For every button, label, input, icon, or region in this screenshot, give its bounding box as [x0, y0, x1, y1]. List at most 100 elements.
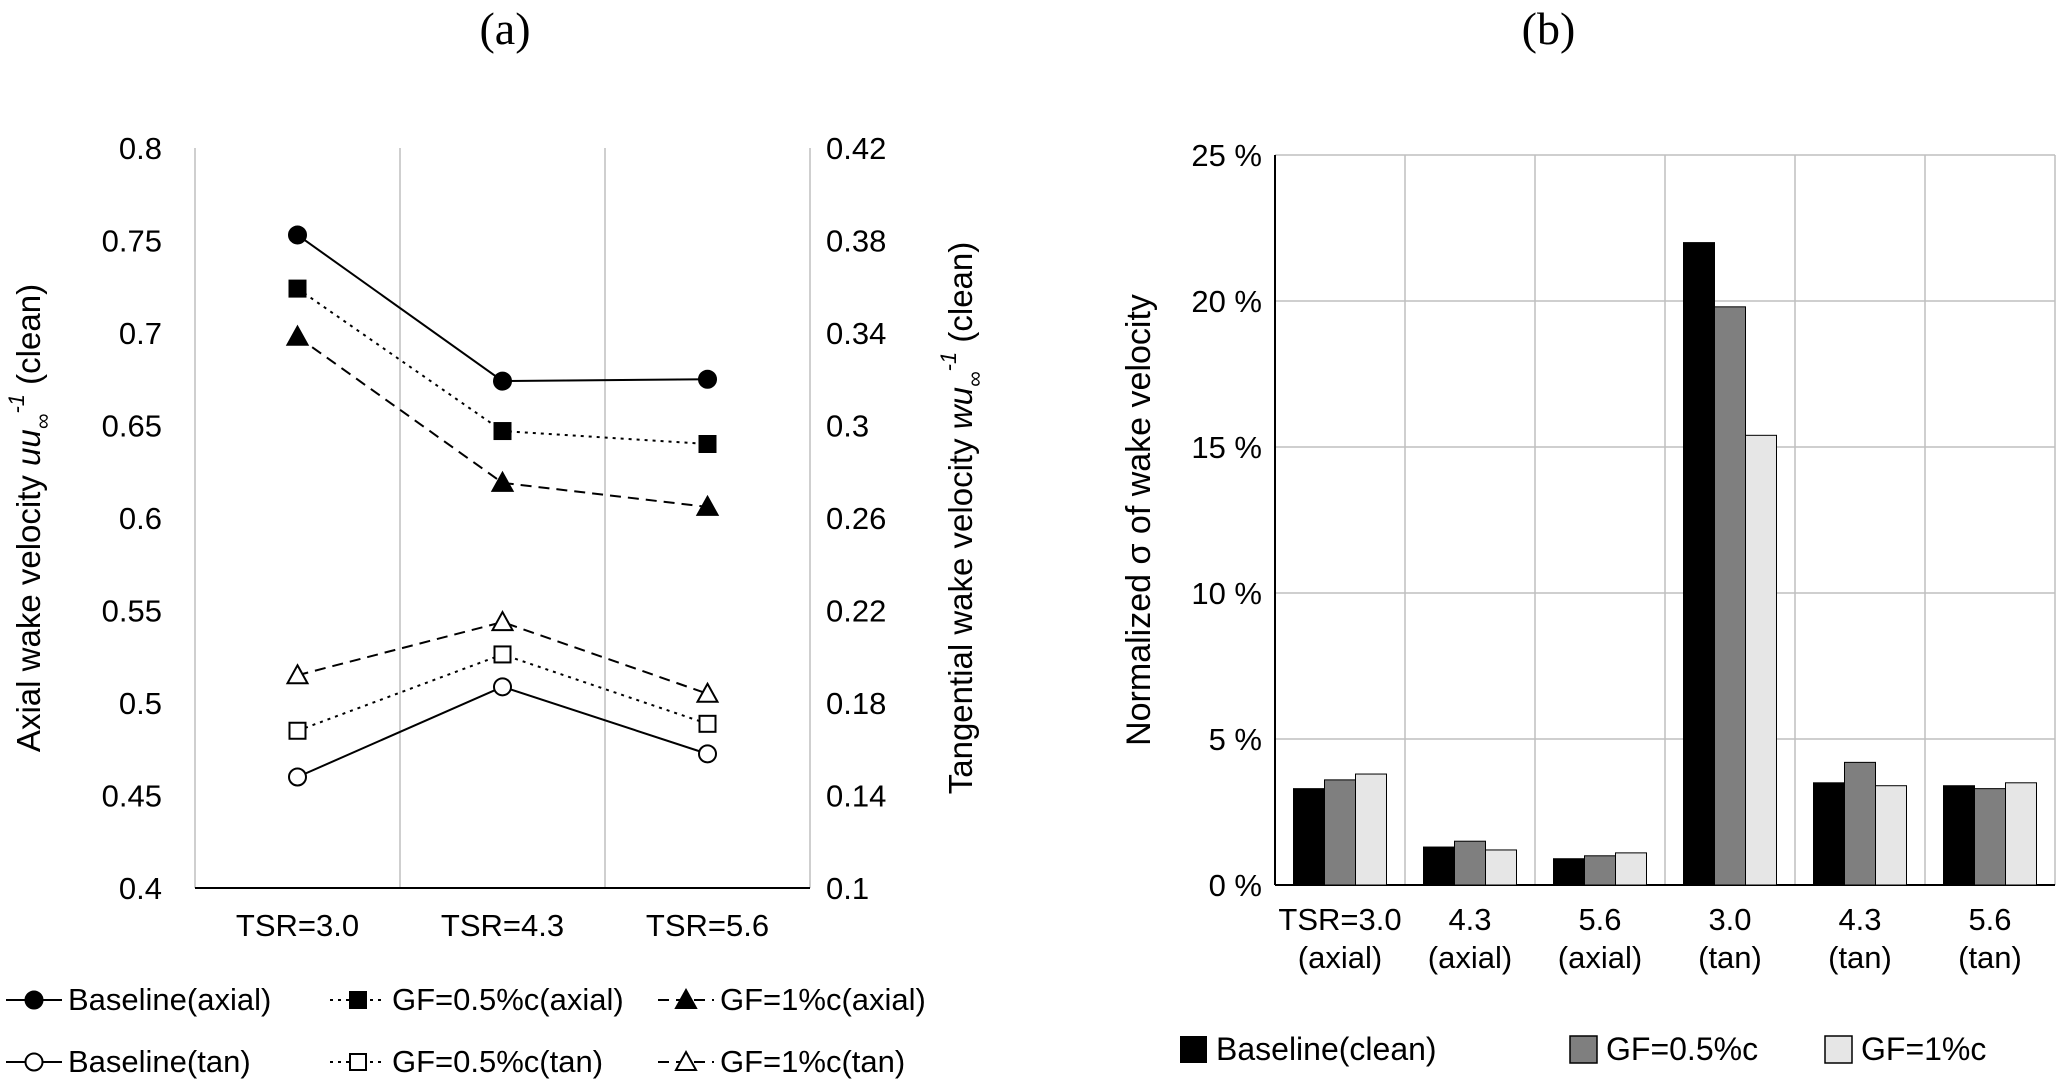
y-axis-tick-label: 20 %	[1191, 284, 1262, 319]
legend-label: Baseline(tan)	[68, 1044, 251, 1079]
x-category-label-line2: (tan)	[1828, 940, 1892, 975]
bar-Baseline(clean)-4.3(axial)	[1423, 846, 1455, 886]
y-axis-tick-label: 10 %	[1191, 576, 1262, 611]
bar-chart-panel-b: 0 % 5 % 10 % 15 % 20 % 25 % Normalized σ of wa…	[1120, 138, 2056, 1067]
legend-marker-GF=1%c(axial)	[674, 987, 698, 1009]
left-axis-tick-label: 0.4	[119, 871, 162, 906]
bar-Baseline(clean)-3.0(tan)	[1683, 242, 1715, 886]
marker-Baseline(axial)	[288, 225, 307, 245]
x-category-label-line2: (tan)	[1698, 940, 1762, 975]
x-category-label-line2: (axial)	[1558, 940, 1642, 975]
x-category-label-line1: TSR=3.0	[1278, 902, 1401, 937]
panel-a-title: (a)	[479, 3, 531, 54]
bar-Baseline(clean)-5.6(axial)	[1553, 858, 1585, 886]
bar-Baseline(clean)-4.3(tan)	[1813, 782, 1845, 886]
right-axis-tick-label: 0.3	[826, 409, 869, 444]
bar-GF=1%c-TSR=3.0(axial)	[1355, 773, 1387, 886]
legend-marker-Baseline(tan)	[24, 1052, 44, 1072]
bar-GF=0.5%c-TSR=3.0(axial)	[1324, 779, 1356, 886]
left-axis-tick-label: 0.5	[119, 686, 162, 721]
legend-label: GF=1%c	[1861, 1031, 1986, 1067]
marker-GF=0.5%c(tan)	[493, 645, 512, 664]
legend-label: GF=1%c(axial)	[720, 982, 926, 1017]
marker-GF=1%c(axial)	[695, 494, 720, 516]
x-category-label-line1: 4.3	[1838, 902, 1881, 937]
marker-Baseline(axial)	[698, 369, 717, 389]
series-line-Baseline(axial)	[296, 234, 708, 383]
marker-Baseline(tan)	[493, 677, 512, 697]
bar-GF=0.5%c-4.3(tan)	[1844, 761, 1876, 886]
bar-Baseline(clean)-5.6(tan)	[1943, 785, 1975, 886]
x-category-label-line1: 3.0	[1708, 902, 1751, 937]
bar-GF=1%c-5.6(tan)	[2005, 782, 2037, 886]
bar-GF=0.5%c-3.0(tan)	[1714, 306, 1746, 886]
right-axis-tick-label: 0.42	[826, 131, 886, 166]
x-category-label-line2: (axial)	[1298, 940, 1382, 975]
bar-GF=1%c-3.0(tan)	[1745, 434, 1777, 886]
y-axis-tick-label: 25 %	[1191, 138, 1262, 173]
legend-label: GF=0.5%c(tan)	[392, 1044, 603, 1079]
marker-GF=1%c(tan)	[695, 681, 720, 703]
marker-Baseline(tan)	[698, 744, 717, 764]
left-axis-tick-label: 0.65	[102, 409, 162, 444]
left-axis-tick-label: 0.55	[102, 594, 162, 629]
x-axis-tick-label: TSR=5.6	[646, 908, 769, 943]
x-category-label-line1: 5.6	[1578, 902, 1621, 937]
legend-label: GF=0.5%c	[1606, 1031, 1758, 1067]
series-line-Baseline(tan)	[297, 685, 708, 778]
bar-GF=1%c-4.3(axial)	[1485, 849, 1517, 886]
left-axis-title: Axial wake velocity uu∞-1 (clean)	[4, 284, 55, 752]
marker-Baseline(axial)	[493, 371, 512, 391]
bar-GF=0.5%c-5.6(tan)	[1974, 788, 2006, 886]
y-axis-tick-label: 5 %	[1209, 722, 1262, 757]
legend-label: GF=1%c(tan)	[720, 1044, 905, 1079]
legend-label: Baseline(axial)	[68, 982, 271, 1017]
x-category-label-line1: 5.6	[1968, 902, 2011, 937]
right-axis-tick-label: 0.22	[826, 594, 886, 629]
x-category-label-line2: (axial)	[1428, 940, 1512, 975]
legend-marker-Baseline(axial)	[24, 990, 44, 1010]
bar-GF=0.5%c-5.6(axial)	[1584, 855, 1616, 886]
marker-GF=0.5%c(axial)	[493, 422, 512, 441]
y-axis-tick-label: 0 %	[1209, 868, 1262, 903]
right-axis-tick-label: 0.38	[826, 224, 886, 259]
marker-GF=0.5%c(tan)	[698, 714, 717, 733]
right-axis-tick-label: 0.18	[826, 686, 886, 721]
marker-GF=1%c(axial)	[490, 470, 515, 492]
legend-marker-GF=0.5%c(tan)	[349, 1053, 367, 1071]
x-axis-tick-label: TSR=3.0	[236, 908, 359, 943]
marker-GF=1%c(axial)	[285, 324, 310, 346]
right-axis-tick-label: 0.34	[826, 316, 886, 351]
left-axis-tick-label: 0.75	[102, 224, 162, 259]
marker-GF=0.5%c(axial)	[288, 279, 307, 298]
right-axis-tick-label: 0.26	[826, 501, 886, 536]
x-axis-tick-label: TSR=4.3	[441, 908, 564, 943]
legend-swatch-GF=0.5%c	[1569, 1035, 1598, 1064]
bar-GF=1%c-4.3(tan)	[1875, 785, 1907, 886]
series-line-GF=0.5%c(axial)	[296, 287, 708, 445]
right-axis-tick-label: 0.1	[826, 871, 869, 906]
left-axis-tick-label: 0.6	[119, 501, 162, 536]
right-axis-title: Tangential wake velocity wu∞-1 (clean)	[936, 242, 987, 795]
legend-swatch-Baseline(clean)	[1180, 1036, 1207, 1063]
marker-GF=1%c(tan)	[490, 610, 515, 632]
legend-label: Baseline(clean)	[1216, 1031, 1437, 1067]
x-category-label-line1: 4.3	[1448, 902, 1491, 937]
marker-Baseline(tan)	[288, 767, 307, 787]
right-axis-tick-label: 0.14	[826, 779, 886, 814]
y-axis-title: Normalized σ of wake velocity	[1120, 294, 1158, 746]
left-axis-tick-label: 0.7	[119, 316, 162, 351]
legend-swatch-GF=1%c	[1824, 1035, 1853, 1064]
left-axis-tick-label: 0.8	[119, 131, 162, 166]
left-axis-tick-label: 0.45	[102, 779, 162, 814]
y-axis-tick-label: 15 %	[1191, 430, 1262, 465]
legend-marker-GF=1%c(tan)	[674, 1049, 698, 1071]
legend-label: GF=0.5%c(axial)	[392, 982, 624, 1017]
bar-Baseline(clean)-TSR=3.0(axial)	[1293, 788, 1325, 886]
line-chart-panel-a: 0.8 0.75 0.7 0.65 0.6 0.55 0.5 0.45 0.4 0.42 0.38 0…	[4, 131, 987, 1079]
panel-b-title: (b)	[1521, 3, 1576, 54]
legend-marker-GF=0.5%c(axial)	[349, 991, 367, 1009]
marker-GF=0.5%c(tan)	[288, 721, 307, 740]
marker-GF=0.5%c(axial)	[698, 435, 717, 453]
marker-GF=1%c(tan)	[285, 663, 310, 685]
